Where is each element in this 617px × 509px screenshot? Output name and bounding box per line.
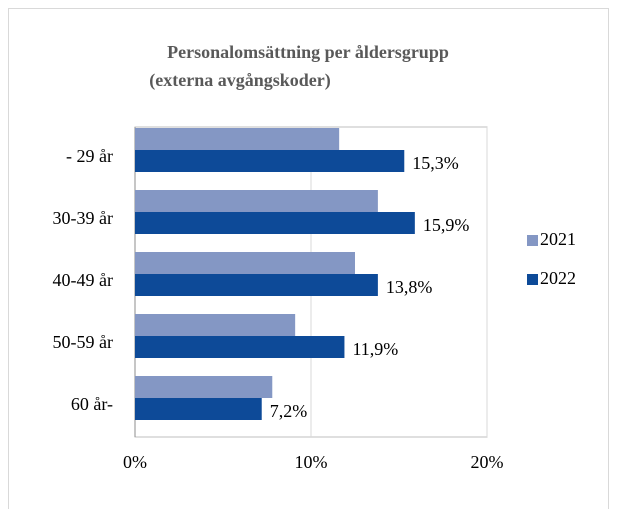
data-label: 7,2% [270,401,308,421]
legend-swatch [527,274,538,285]
bar [135,190,378,212]
bar [135,252,355,274]
chart-title: Personalomsättning per åldersgrupp [167,42,449,62]
data-label: 15,9% [423,215,470,235]
chart-title: (externa avgångskoder) [149,70,330,91]
bar [135,376,273,398]
bar [135,398,262,420]
bar [135,212,415,234]
y-tick-label: 60 år- [71,394,113,414]
bar [135,274,378,296]
x-tick-label: 10% [295,452,328,472]
data-label: 13,8% [386,277,433,297]
chart-border [8,8,609,509]
y-tick-label: - 29 år [66,146,113,166]
bar [135,150,405,172]
bar [135,336,345,358]
legend-label: 2021 [540,229,576,249]
data-label: 11,9% [352,339,398,359]
data-label: 15,3% [412,153,459,173]
bar [135,128,340,150]
y-tick-label: 40-49 år [53,270,113,290]
y-tick-label: 50-59 år [53,332,113,352]
bar [135,314,296,336]
y-tick-label: 30-39 år [53,208,113,228]
x-tick-label: 20% [471,452,504,472]
legend-swatch [527,235,538,246]
legend-label: 2022 [540,268,576,288]
x-tick-label: 0% [123,452,147,472]
